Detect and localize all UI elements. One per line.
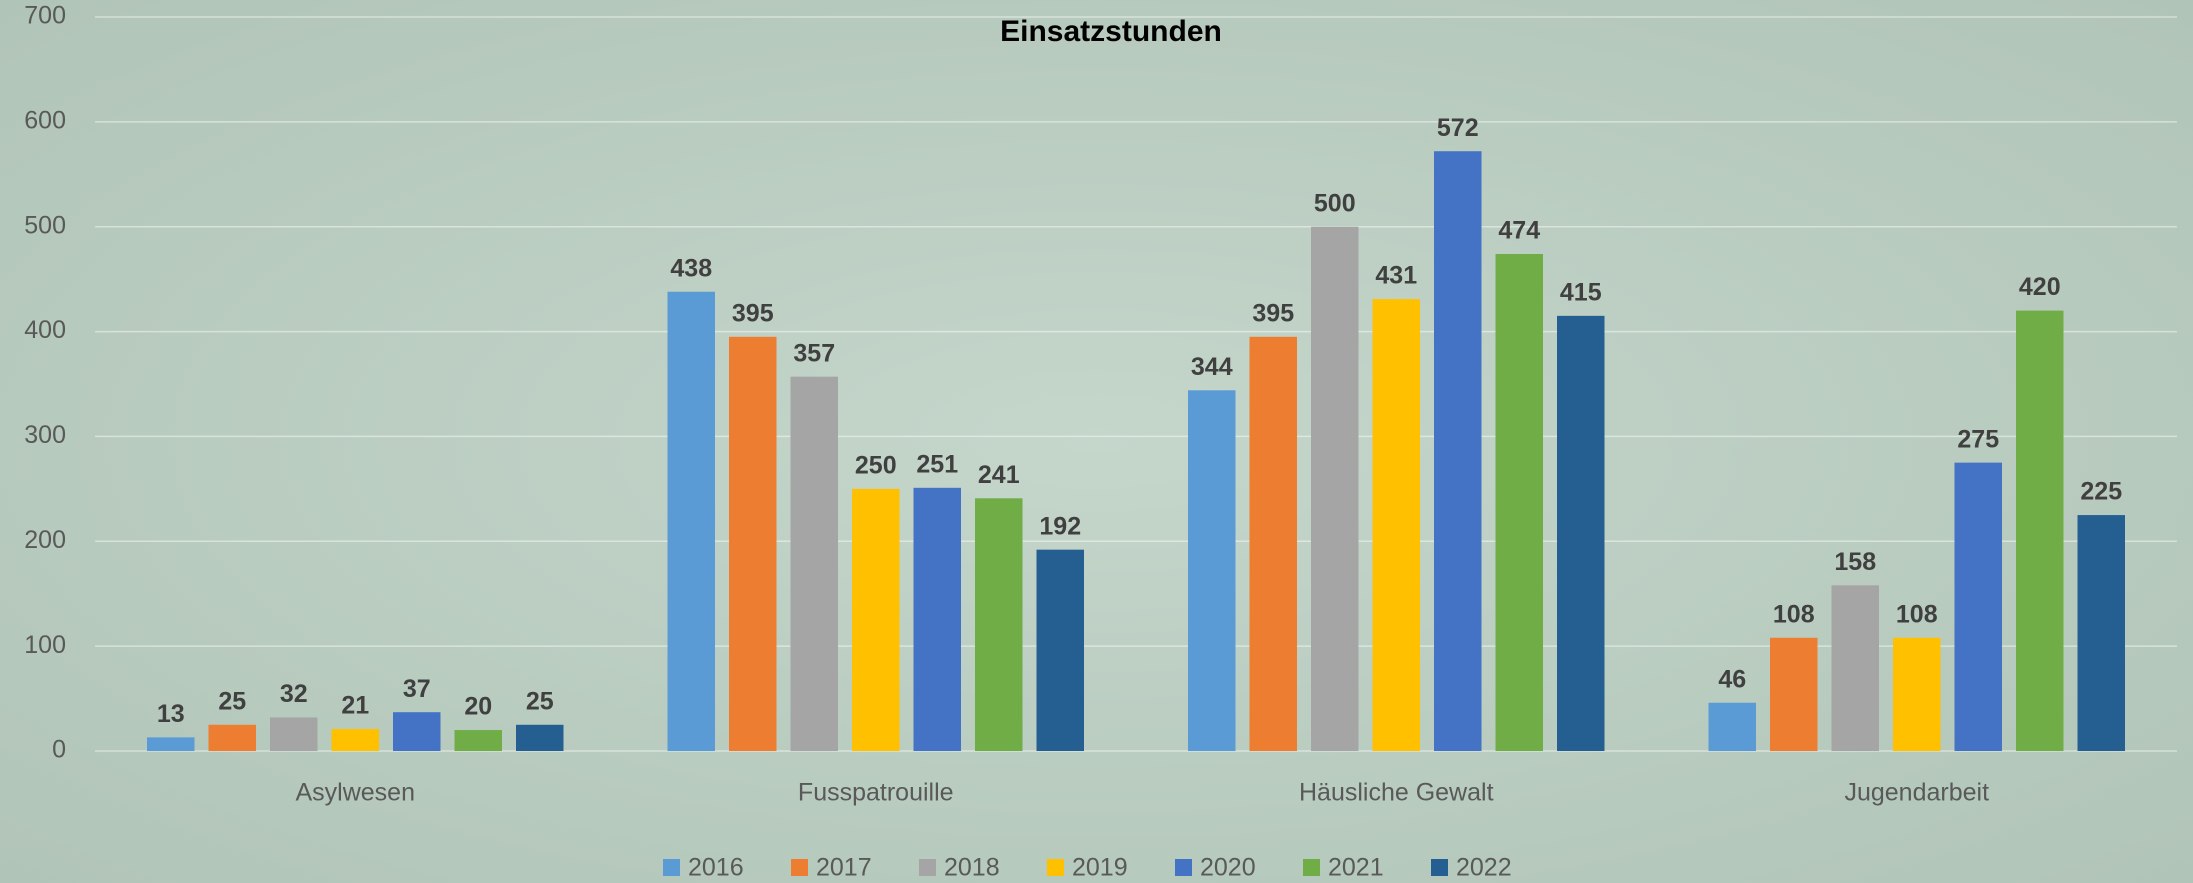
bar bbox=[1372, 299, 1420, 751]
bar bbox=[270, 717, 318, 751]
y-tick-label: 500 bbox=[24, 211, 66, 239]
data-label: 275 bbox=[1957, 425, 1999, 453]
bar bbox=[913, 487, 961, 751]
y-tick-label: 400 bbox=[24, 316, 66, 344]
data-label: 431 bbox=[1375, 262, 1417, 290]
legend-swatch bbox=[1431, 859, 1448, 876]
legend-swatch bbox=[1303, 859, 1320, 876]
legend-swatch bbox=[791, 859, 808, 876]
bar bbox=[1249, 336, 1297, 751]
y-tick-label: 300 bbox=[24, 421, 66, 449]
bar bbox=[667, 291, 715, 751]
bar bbox=[2016, 310, 2064, 751]
chart-title: Einsatzstunden bbox=[1000, 15, 1222, 48]
bar bbox=[1036, 549, 1084, 751]
y-tick-label: 0 bbox=[52, 736, 66, 764]
bar bbox=[454, 730, 502, 751]
bar bbox=[729, 336, 777, 751]
legend-swatch bbox=[1047, 859, 1064, 876]
legend-label: 2019 bbox=[1072, 854, 1128, 882]
legend-label: 2021 bbox=[1328, 854, 1384, 882]
bar bbox=[1557, 315, 1605, 751]
legend-label: 2022 bbox=[1456, 854, 1512, 882]
bar bbox=[1434, 151, 1482, 751]
y-tick-label: 200 bbox=[24, 526, 66, 554]
bar bbox=[516, 724, 564, 751]
data-label: 500 bbox=[1314, 189, 1356, 217]
bar bbox=[1893, 637, 1941, 751]
legend-label: 2018 bbox=[944, 854, 1000, 882]
y-tick-label: 100 bbox=[24, 631, 66, 659]
bar bbox=[1188, 390, 1236, 751]
data-label: 241 bbox=[978, 461, 1020, 489]
data-label: 395 bbox=[732, 299, 774, 327]
data-label: 13 bbox=[157, 700, 185, 728]
bar bbox=[393, 712, 441, 751]
legend-swatch bbox=[919, 859, 936, 876]
y-tick-label: 700 bbox=[24, 2, 66, 30]
data-label: 108 bbox=[1896, 600, 1938, 628]
bar bbox=[331, 728, 379, 751]
x-tick-label: Jugendarbeit bbox=[1844, 779, 1989, 807]
data-label: 250 bbox=[855, 451, 897, 479]
data-label: 415 bbox=[1560, 278, 1602, 306]
legend-swatch bbox=[663, 859, 680, 876]
bar bbox=[852, 488, 900, 751]
legend-swatch bbox=[1175, 859, 1192, 876]
data-label: 46 bbox=[1718, 665, 1746, 693]
bar bbox=[208, 724, 256, 751]
bar bbox=[2077, 515, 2125, 751]
y-tick-label: 600 bbox=[24, 106, 66, 134]
bar bbox=[975, 498, 1023, 751]
data-label: 357 bbox=[793, 339, 835, 367]
x-tick-label: Fusspatrouille bbox=[798, 779, 954, 807]
bar bbox=[1311, 226, 1359, 751]
data-label: 225 bbox=[2080, 478, 2122, 506]
x-tick-label: Asylwesen bbox=[296, 779, 416, 807]
data-label: 25 bbox=[218, 687, 246, 715]
data-label: 37 bbox=[403, 675, 431, 703]
data-label: 420 bbox=[2019, 273, 2061, 301]
data-label: 438 bbox=[670, 254, 712, 282]
data-label: 21 bbox=[341, 692, 369, 720]
data-label: 32 bbox=[280, 680, 308, 708]
data-label: 158 bbox=[1834, 548, 1876, 576]
bar bbox=[1708, 702, 1756, 751]
bar bbox=[147, 737, 195, 751]
x-tick-label: Häusliche Gewalt bbox=[1299, 779, 1494, 807]
bar bbox=[1770, 637, 1818, 751]
data-label: 344 bbox=[1191, 353, 1233, 381]
bar bbox=[1954, 462, 2002, 751]
legend-label: 2020 bbox=[1200, 854, 1256, 882]
bar bbox=[1495, 253, 1543, 751]
legend-label: 2017 bbox=[816, 854, 872, 882]
data-label: 251 bbox=[916, 450, 958, 478]
data-label: 572 bbox=[1437, 114, 1479, 142]
legend-label: 2016 bbox=[688, 854, 744, 882]
data-label: 474 bbox=[1498, 217, 1540, 245]
data-label: 192 bbox=[1039, 512, 1081, 540]
bar bbox=[790, 376, 838, 751]
data-label: 395 bbox=[1252, 299, 1294, 327]
bar bbox=[1831, 585, 1879, 751]
data-label: 20 bbox=[464, 693, 492, 721]
data-label: 108 bbox=[1773, 600, 1815, 628]
data-label: 25 bbox=[526, 687, 554, 715]
